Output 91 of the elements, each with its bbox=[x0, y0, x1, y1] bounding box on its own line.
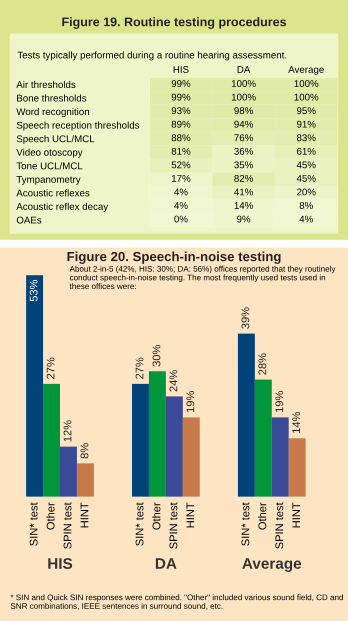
data-label: 14% bbox=[292, 412, 300, 433]
text: SPIN test bbox=[64, 502, 72, 549]
data-label: 19% bbox=[186, 391, 194, 412]
data-label: 9% bbox=[237, 216, 250, 222]
bar bbox=[288, 438, 306, 497]
data-label: 28% bbox=[258, 353, 266, 375]
data-label: 83% bbox=[296, 134, 316, 142]
y-tick-label: Speech UCL/MCL bbox=[16, 135, 94, 144]
y-tick-label: Tone UCL/MCL bbox=[16, 162, 82, 170]
data-label: 19% bbox=[275, 391, 284, 412]
data-label: 41% bbox=[234, 188, 253, 196]
text: HINT bbox=[292, 502, 300, 528]
y-tick-label: Acoustic reflex decay bbox=[16, 202, 108, 212]
x-tick-label: HIS bbox=[48, 558, 72, 569]
bar bbox=[132, 384, 149, 497]
data-label: 99% bbox=[172, 94, 190, 101]
y-tick-label: Air thresholds bbox=[16, 80, 76, 88]
data-label: 100% bbox=[232, 80, 256, 88]
data-label: 53% bbox=[30, 280, 38, 302]
data-label: 17% bbox=[172, 175, 190, 182]
data-label: 82% bbox=[234, 174, 253, 182]
data-label: 99% bbox=[172, 80, 190, 88]
y-tick-label: Acoustic reflexes bbox=[16, 189, 90, 196]
x-tick-label: Average bbox=[288, 66, 324, 75]
text: HINT bbox=[80, 502, 88, 528]
x-tick-label: DA bbox=[156, 558, 177, 569]
text: SIN* test bbox=[30, 502, 38, 546]
text: SPIN test bbox=[275, 502, 284, 549]
data-label: 4% bbox=[174, 188, 188, 196]
bar bbox=[26, 275, 44, 497]
text: Other bbox=[258, 502, 266, 530]
bar bbox=[272, 417, 289, 497]
data-label: 95% bbox=[296, 107, 316, 114]
data-label: 76% bbox=[234, 134, 253, 142]
data-label: 14% bbox=[234, 202, 253, 209]
y-tick-label: Bone thresholds bbox=[17, 94, 86, 102]
x-tick-label: DA bbox=[238, 66, 250, 73]
text: Other bbox=[46, 502, 55, 530]
data-label: 89% bbox=[172, 120, 190, 128]
bar bbox=[43, 384, 60, 497]
data-label: 36% bbox=[234, 148, 253, 155]
text: SIN* test bbox=[241, 502, 250, 546]
data-label: 4% bbox=[299, 216, 313, 222]
chart-subtitle: About 2-in-5 (42%, HIS: 30%; DA: 56%) offices reported that they routinely conduct speech-in-noise testing. The most frequently used tests used in these offices were: bbox=[70, 266, 336, 290]
y-tick-label: Word recognition bbox=[16, 108, 89, 118]
data-label: 8% bbox=[80, 443, 88, 458]
y-tick-label: Tympanometry bbox=[16, 176, 81, 185]
data-label: 27% bbox=[136, 358, 144, 379]
data-label: 45% bbox=[296, 161, 316, 168]
y-tick-label: Video otoscopy bbox=[16, 148, 83, 158]
chart-title: Figure 20. Speech-in-noise testing bbox=[67, 252, 281, 264]
text: HINT bbox=[186, 502, 194, 528]
text: * SIN and Quick SIN responses were combined. "Other" included various sound field, CD and SNR combinations, IEEE sentences in surround sound, etc. bbox=[10, 594, 343, 610]
x-tick-label: HIS bbox=[174, 66, 189, 73]
x-tick-label: Average bbox=[242, 558, 302, 572]
data-label: 100% bbox=[232, 94, 256, 101]
data-label: 35% bbox=[234, 161, 253, 168]
bar bbox=[238, 334, 255, 497]
data-label: 0% bbox=[174, 216, 188, 222]
data-label: 61% bbox=[297, 148, 316, 155]
data-label: 100% bbox=[294, 94, 318, 101]
data-label: 91% bbox=[296, 120, 316, 128]
data-label: 4% bbox=[174, 202, 188, 209]
bar bbox=[182, 417, 200, 497]
data-label: 27% bbox=[46, 358, 54, 379]
data-label: 52% bbox=[172, 161, 190, 168]
data-label: 20% bbox=[297, 188, 316, 196]
data-label: 100% bbox=[294, 80, 318, 88]
data-label: 98% bbox=[234, 107, 253, 114]
text: Other bbox=[152, 502, 160, 530]
chart-subtitle: Tests typically performed during a routine hearing assessment. bbox=[18, 51, 286, 60]
y-tick-label: OAEs bbox=[16, 216, 42, 224]
data-label: 30% bbox=[152, 345, 160, 366]
text: SIN* test bbox=[136, 502, 144, 546]
data-label: 8% bbox=[300, 202, 313, 209]
chart-title: Figure 19. Routine testing procedures bbox=[62, 17, 286, 29]
data-label: 39% bbox=[241, 307, 250, 329]
bar bbox=[254, 380, 272, 497]
bar bbox=[60, 446, 77, 497]
data-label: 24% bbox=[169, 370, 178, 392]
bar bbox=[148, 371, 166, 497]
data-label: 93% bbox=[172, 107, 190, 114]
bar bbox=[76, 463, 94, 497]
y-tick-label: Speech reception thresholds bbox=[16, 122, 140, 131]
data-label: 45% bbox=[296, 175, 316, 182]
data-label: 94% bbox=[234, 120, 253, 128]
text: SPIN test bbox=[169, 502, 178, 549]
data-label: 81% bbox=[172, 148, 190, 155]
bar bbox=[166, 396, 183, 497]
data-label: 88% bbox=[172, 134, 190, 142]
data-label: 12% bbox=[64, 420, 72, 442]
